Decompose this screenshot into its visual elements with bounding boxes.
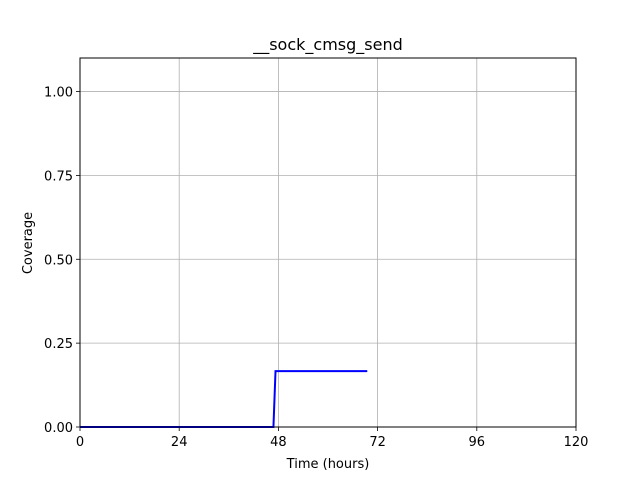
y-tick-label: 1.00 xyxy=(44,86,73,101)
x-tick-label: 48 xyxy=(270,435,287,450)
x-axis-label: Time (hours) xyxy=(286,457,370,472)
y-tick-label: 0.25 xyxy=(44,337,73,352)
x-tick-label: 0 xyxy=(76,435,84,450)
x-tick-label: 120 xyxy=(564,435,589,450)
y-tick-label: 0.75 xyxy=(44,169,73,184)
chart-title: __sock_cmsg_send xyxy=(252,35,403,55)
y-tick-label: 0.50 xyxy=(44,253,73,268)
plot-frame xyxy=(79,57,577,428)
y-axis-label: Coverage xyxy=(21,212,36,274)
x-tick-label: 96 xyxy=(469,435,486,450)
x-tick-label: 72 xyxy=(369,435,386,450)
x-tick-label: 24 xyxy=(171,435,188,450)
x-axis: 0 24 48 72 96 120 xyxy=(76,427,589,450)
y-axis: 0.00 0.25 0.50 0.75 1.00 xyxy=(44,86,80,436)
y-tick-label: 0.00 xyxy=(44,421,73,436)
